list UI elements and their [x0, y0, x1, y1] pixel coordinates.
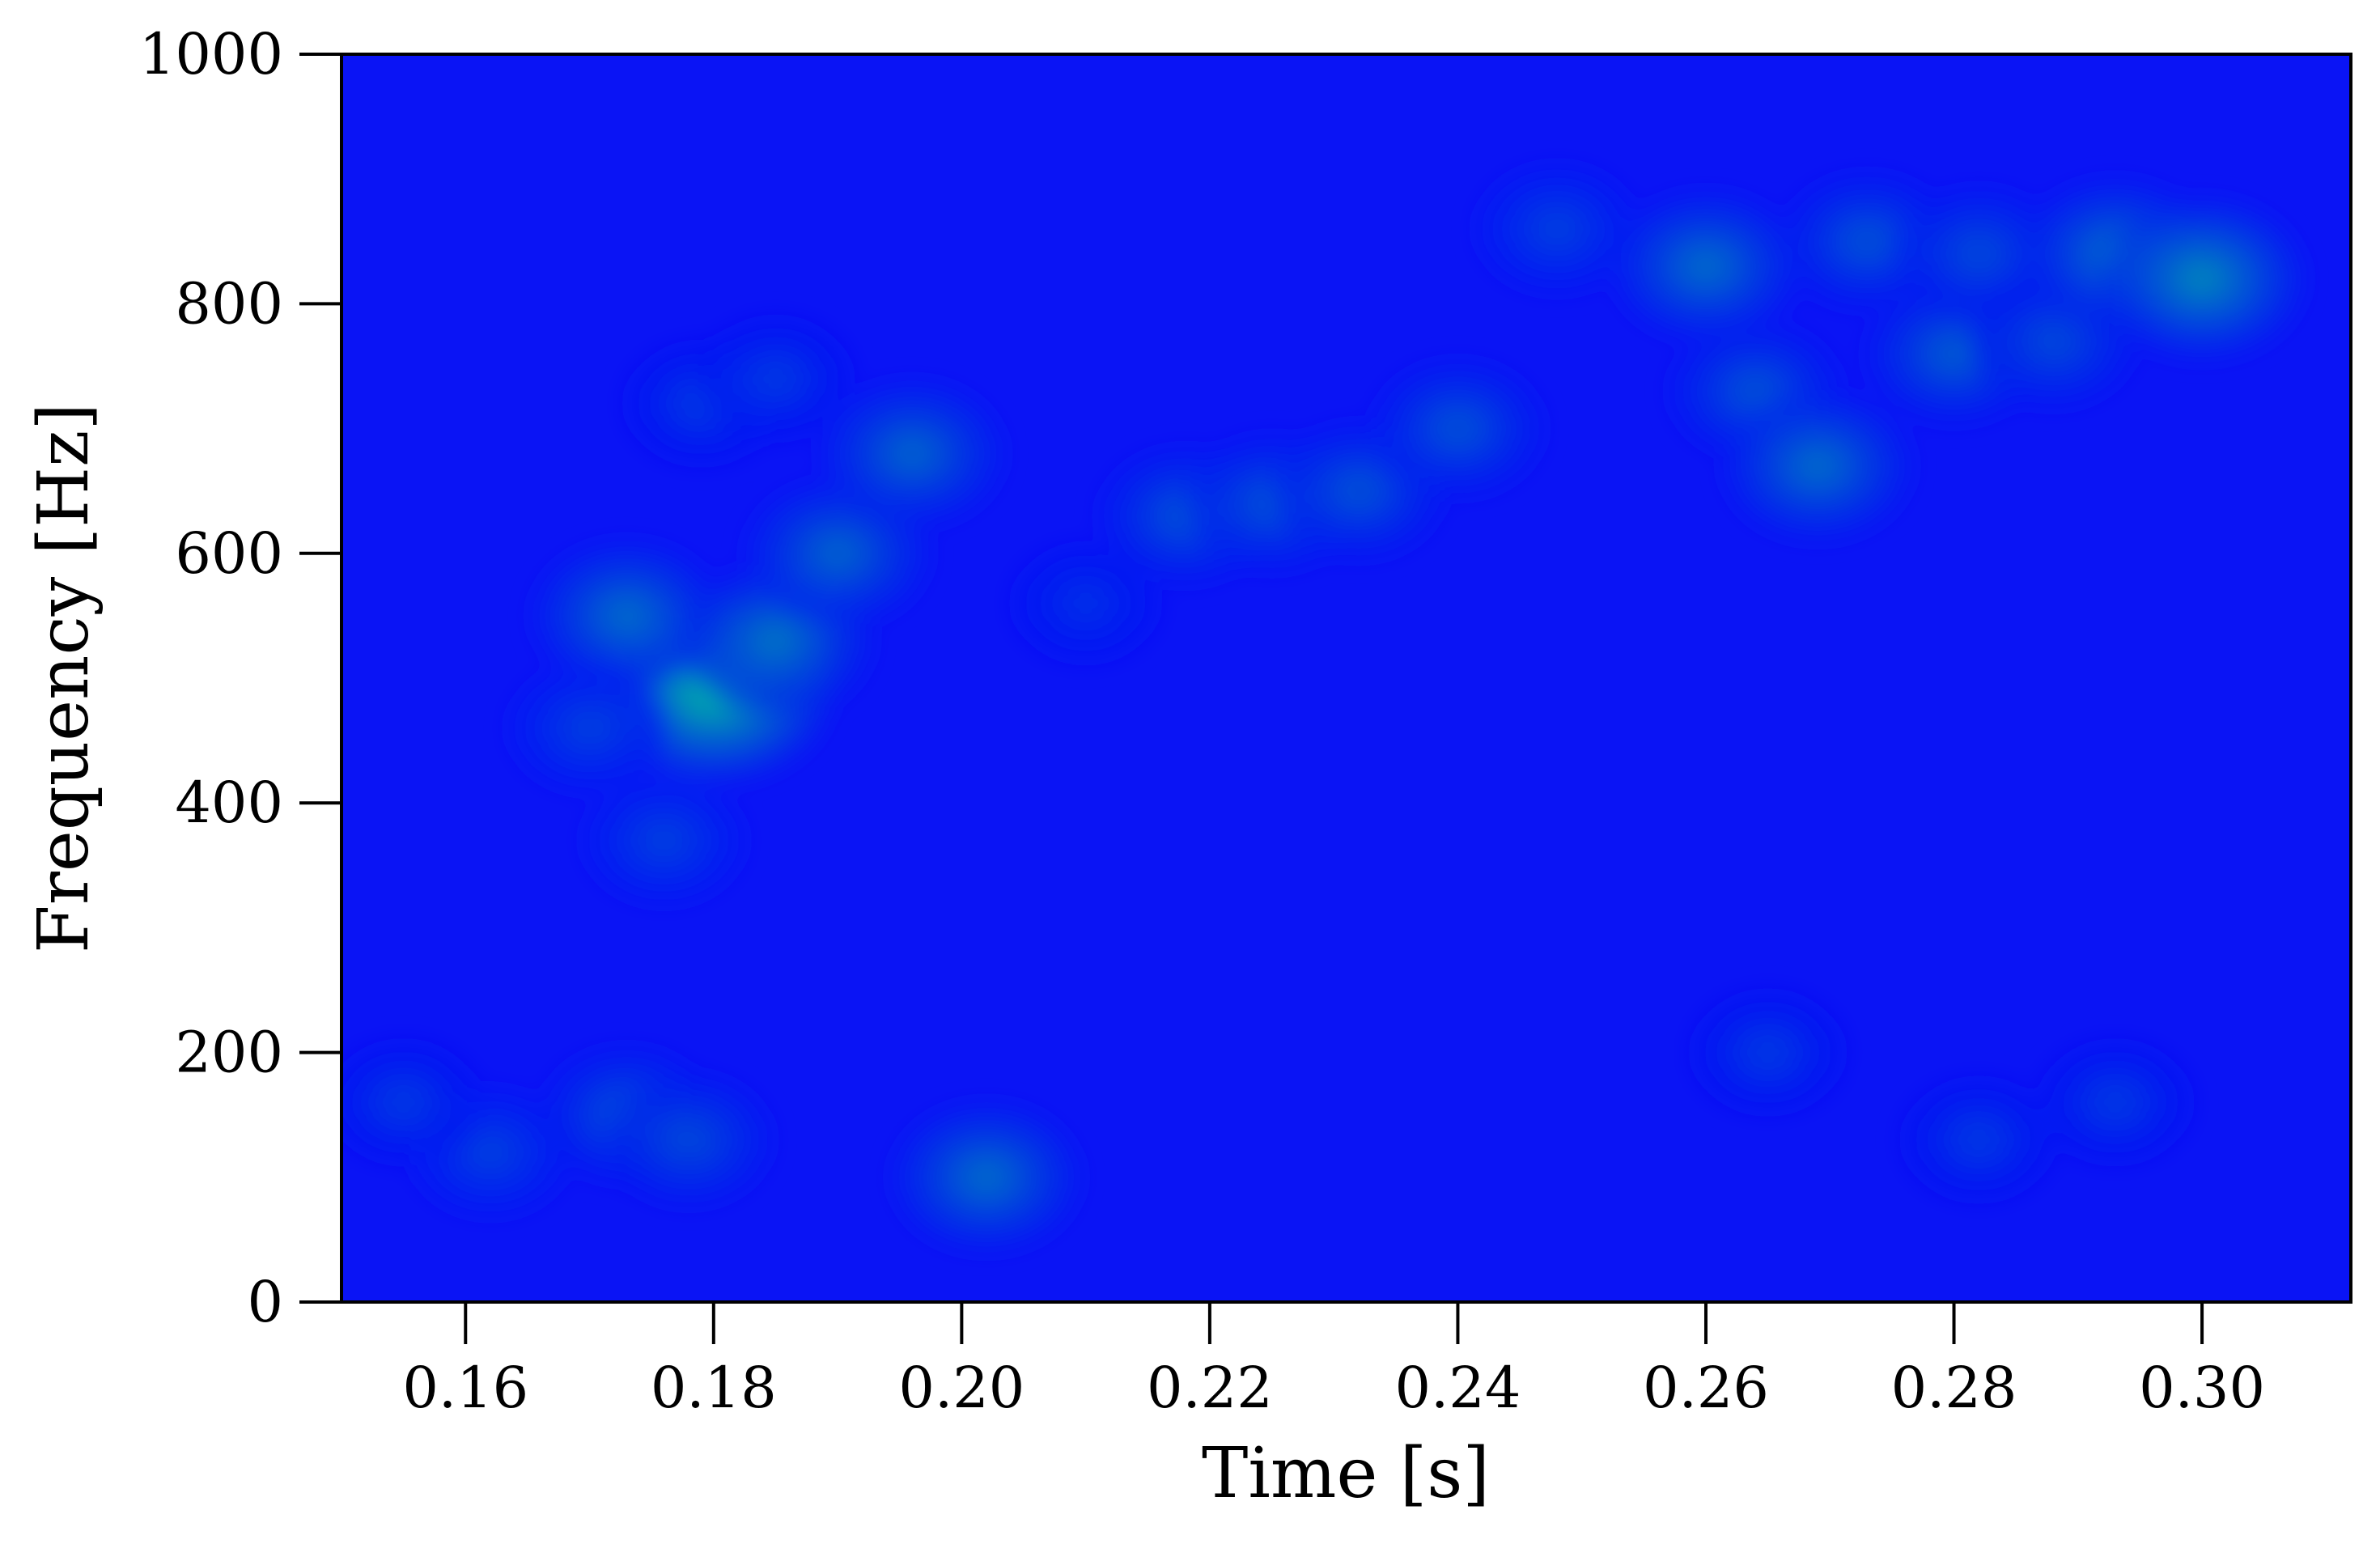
- heatmap: [342, 54, 2351, 1302]
- x-tick-label: 0.24: [1395, 1355, 1521, 1421]
- heatmap-cell: [893, 439, 931, 469]
- heatmap-cell: [1541, 216, 1573, 242]
- heatmap-cell: [760, 366, 791, 392]
- x-axis-label: Time [s]: [1202, 1433, 1490, 1514]
- heatmap-cell: [647, 827, 681, 854]
- heatmap-cell: [1686, 252, 1725, 282]
- heatmap-cell: [474, 1139, 507, 1165]
- heatmap-cell: [1850, 227, 1885, 255]
- heatmap-cell: [967, 1162, 1006, 1192]
- heatmap-blobs: [342, 165, 2303, 1251]
- y-tick-label: 400: [175, 770, 283, 836]
- heatmap-cell: [2036, 328, 2070, 354]
- heatmap-cell: [1962, 1127, 1995, 1152]
- heatmap-cell: [2099, 1090, 2131, 1115]
- y-tick-label: 0: [247, 1269, 283, 1335]
- heatmap-cell: [1962, 240, 1996, 267]
- heatmap-cell: [672, 1126, 706, 1153]
- axes: 0.16 0.18 0.20 0.22 0.24 0.26 0.28 0.30 0 200 400 6…: [139, 21, 2352, 1421]
- heatmap-cell: [2182, 263, 2223, 295]
- heatmap-cell: [388, 1090, 419, 1115]
- y-axis-label: Frequency [Hz]: [23, 403, 104, 953]
- y-tick-label: 1000: [139, 21, 283, 87]
- heatmap-cell: [819, 539, 856, 568]
- x-tick-label: 0.16: [402, 1355, 528, 1421]
- heatmap-cell: [1738, 377, 1773, 405]
- heatmap-cell: [1440, 414, 1475, 443]
- x-tick-label: 0.30: [2139, 1355, 2265, 1421]
- x-tick-label: 0.26: [1643, 1355, 1769, 1421]
- heatmap-cell: [1936, 339, 1972, 368]
- y-tick-label: 800: [175, 270, 283, 337]
- heatmap-cell: [608, 600, 646, 630]
- heatmap-cell: [573, 715, 606, 741]
- heatmap-cell: [1341, 477, 1376, 505]
- x-tick-label: 0.22: [1147, 1355, 1273, 1421]
- heatmap-cell: [1071, 591, 1101, 616]
- x-tick-label: 0.28: [1891, 1355, 2017, 1421]
- y-tick-label: 600: [175, 520, 283, 587]
- heatmap-cell: [1798, 451, 1836, 481]
- x-tick-label: 0.20: [898, 1355, 1025, 1421]
- heatmap-cell: [1752, 1040, 1784, 1065]
- plot-frame: [340, 53, 2352, 1304]
- y-tick-label: 200: [175, 1020, 283, 1086]
- heatmap-cell: [756, 626, 795, 656]
- x-tick-label: 0.18: [651, 1355, 777, 1421]
